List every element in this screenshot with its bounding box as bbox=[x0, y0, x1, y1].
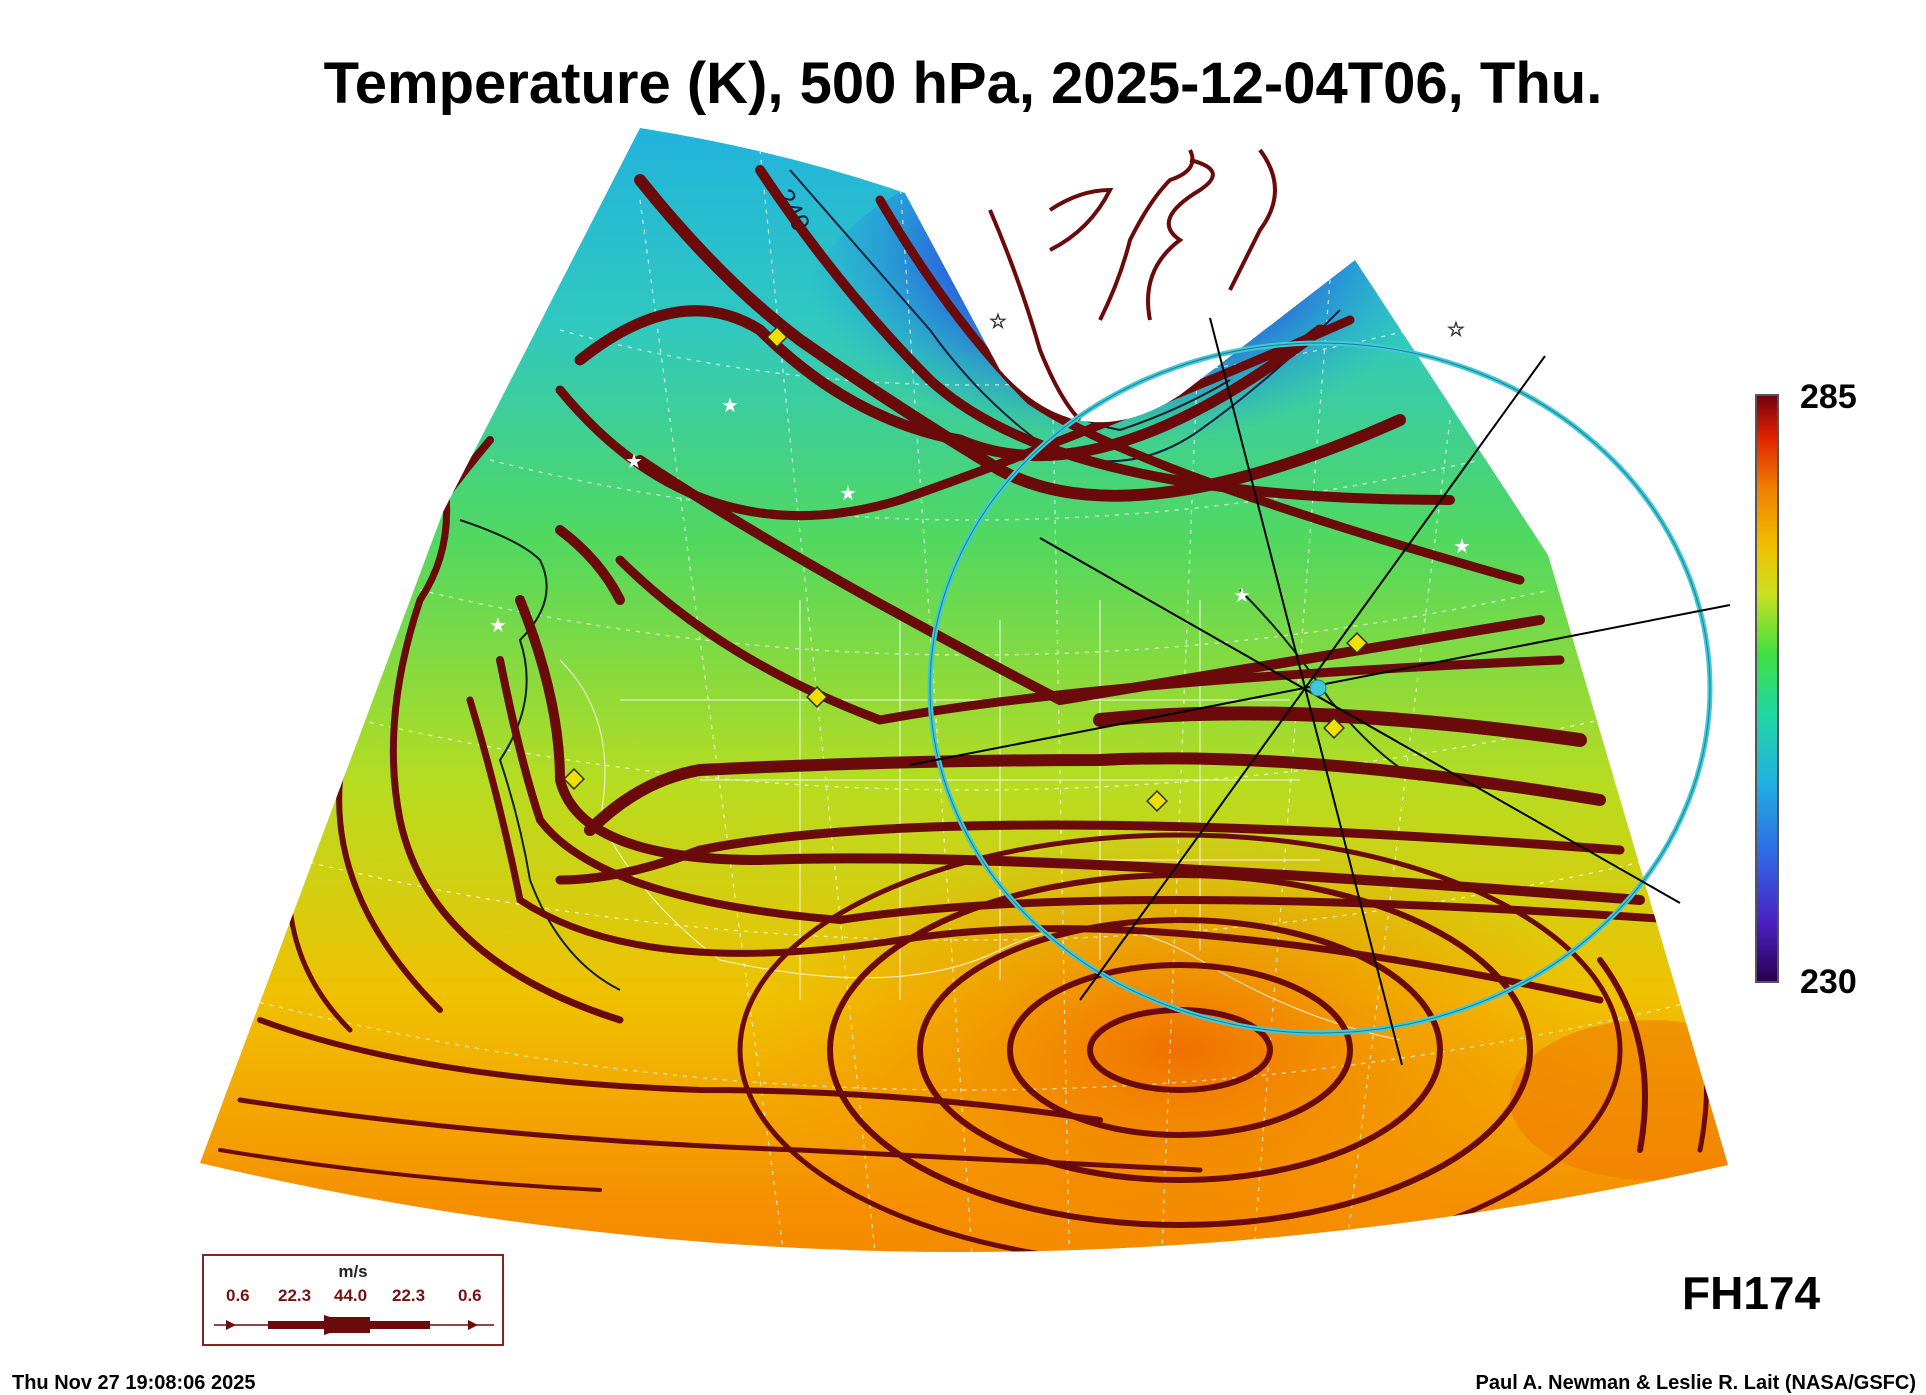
chart-title: Temperature (K), 500 hPa, 2025-12-04T06,… bbox=[323, 51, 1603, 116]
svg-text:★: ★ bbox=[625, 449, 643, 473]
legend-value: 44.0 bbox=[334, 1286, 368, 1305]
station-diamonds bbox=[563, 326, 1368, 812]
colorbar-min-label: 230 bbox=[1800, 963, 1857, 1001]
svg-text:★: ★ bbox=[489, 613, 507, 637]
svg-text:☆: ☆ bbox=[989, 309, 1007, 333]
svg-text:★: ★ bbox=[1453, 534, 1471, 558]
legend-value: 22.3 bbox=[278, 1286, 312, 1305]
upper-streamlines bbox=[988, 148, 1277, 422]
center-star bbox=[1309, 679, 1327, 697]
colorbar-max-label: 285 bbox=[1800, 378, 1857, 416]
range-rings bbox=[927, 340, 1713, 1036]
station-stars: ★ ★ ★ ★ ★ ★ ☆ ☆ bbox=[489, 309, 1471, 637]
colorbar bbox=[1755, 394, 1779, 983]
wind-speed-legend: m/s 0.6 22.3 44.0 22.3 0.6 bbox=[202, 1254, 504, 1346]
legend-value: 0.6 bbox=[458, 1286, 482, 1305]
legend-value: 22.3 bbox=[392, 1286, 426, 1305]
svg-text:★: ★ bbox=[1233, 583, 1251, 607]
legend-value: 0.6 bbox=[226, 1286, 250, 1305]
svg-text:★: ★ bbox=[839, 481, 857, 505]
credit: Paul A. Newman & Leslie R. Lait (NASA/GS… bbox=[1475, 1372, 1916, 1394]
forecast-hour: FH174 bbox=[1682, 1267, 1821, 1319]
missing-data-area bbox=[905, 167, 1355, 423]
legend-unit: m/s bbox=[338, 1262, 368, 1281]
svg-text:★: ★ bbox=[721, 393, 739, 417]
svg-text:☆: ☆ bbox=[1447, 317, 1465, 341]
legend-arrows bbox=[214, 1315, 494, 1335]
timestamp: Thu Nov 27 19:08:06 2025 bbox=[12, 1372, 256, 1394]
